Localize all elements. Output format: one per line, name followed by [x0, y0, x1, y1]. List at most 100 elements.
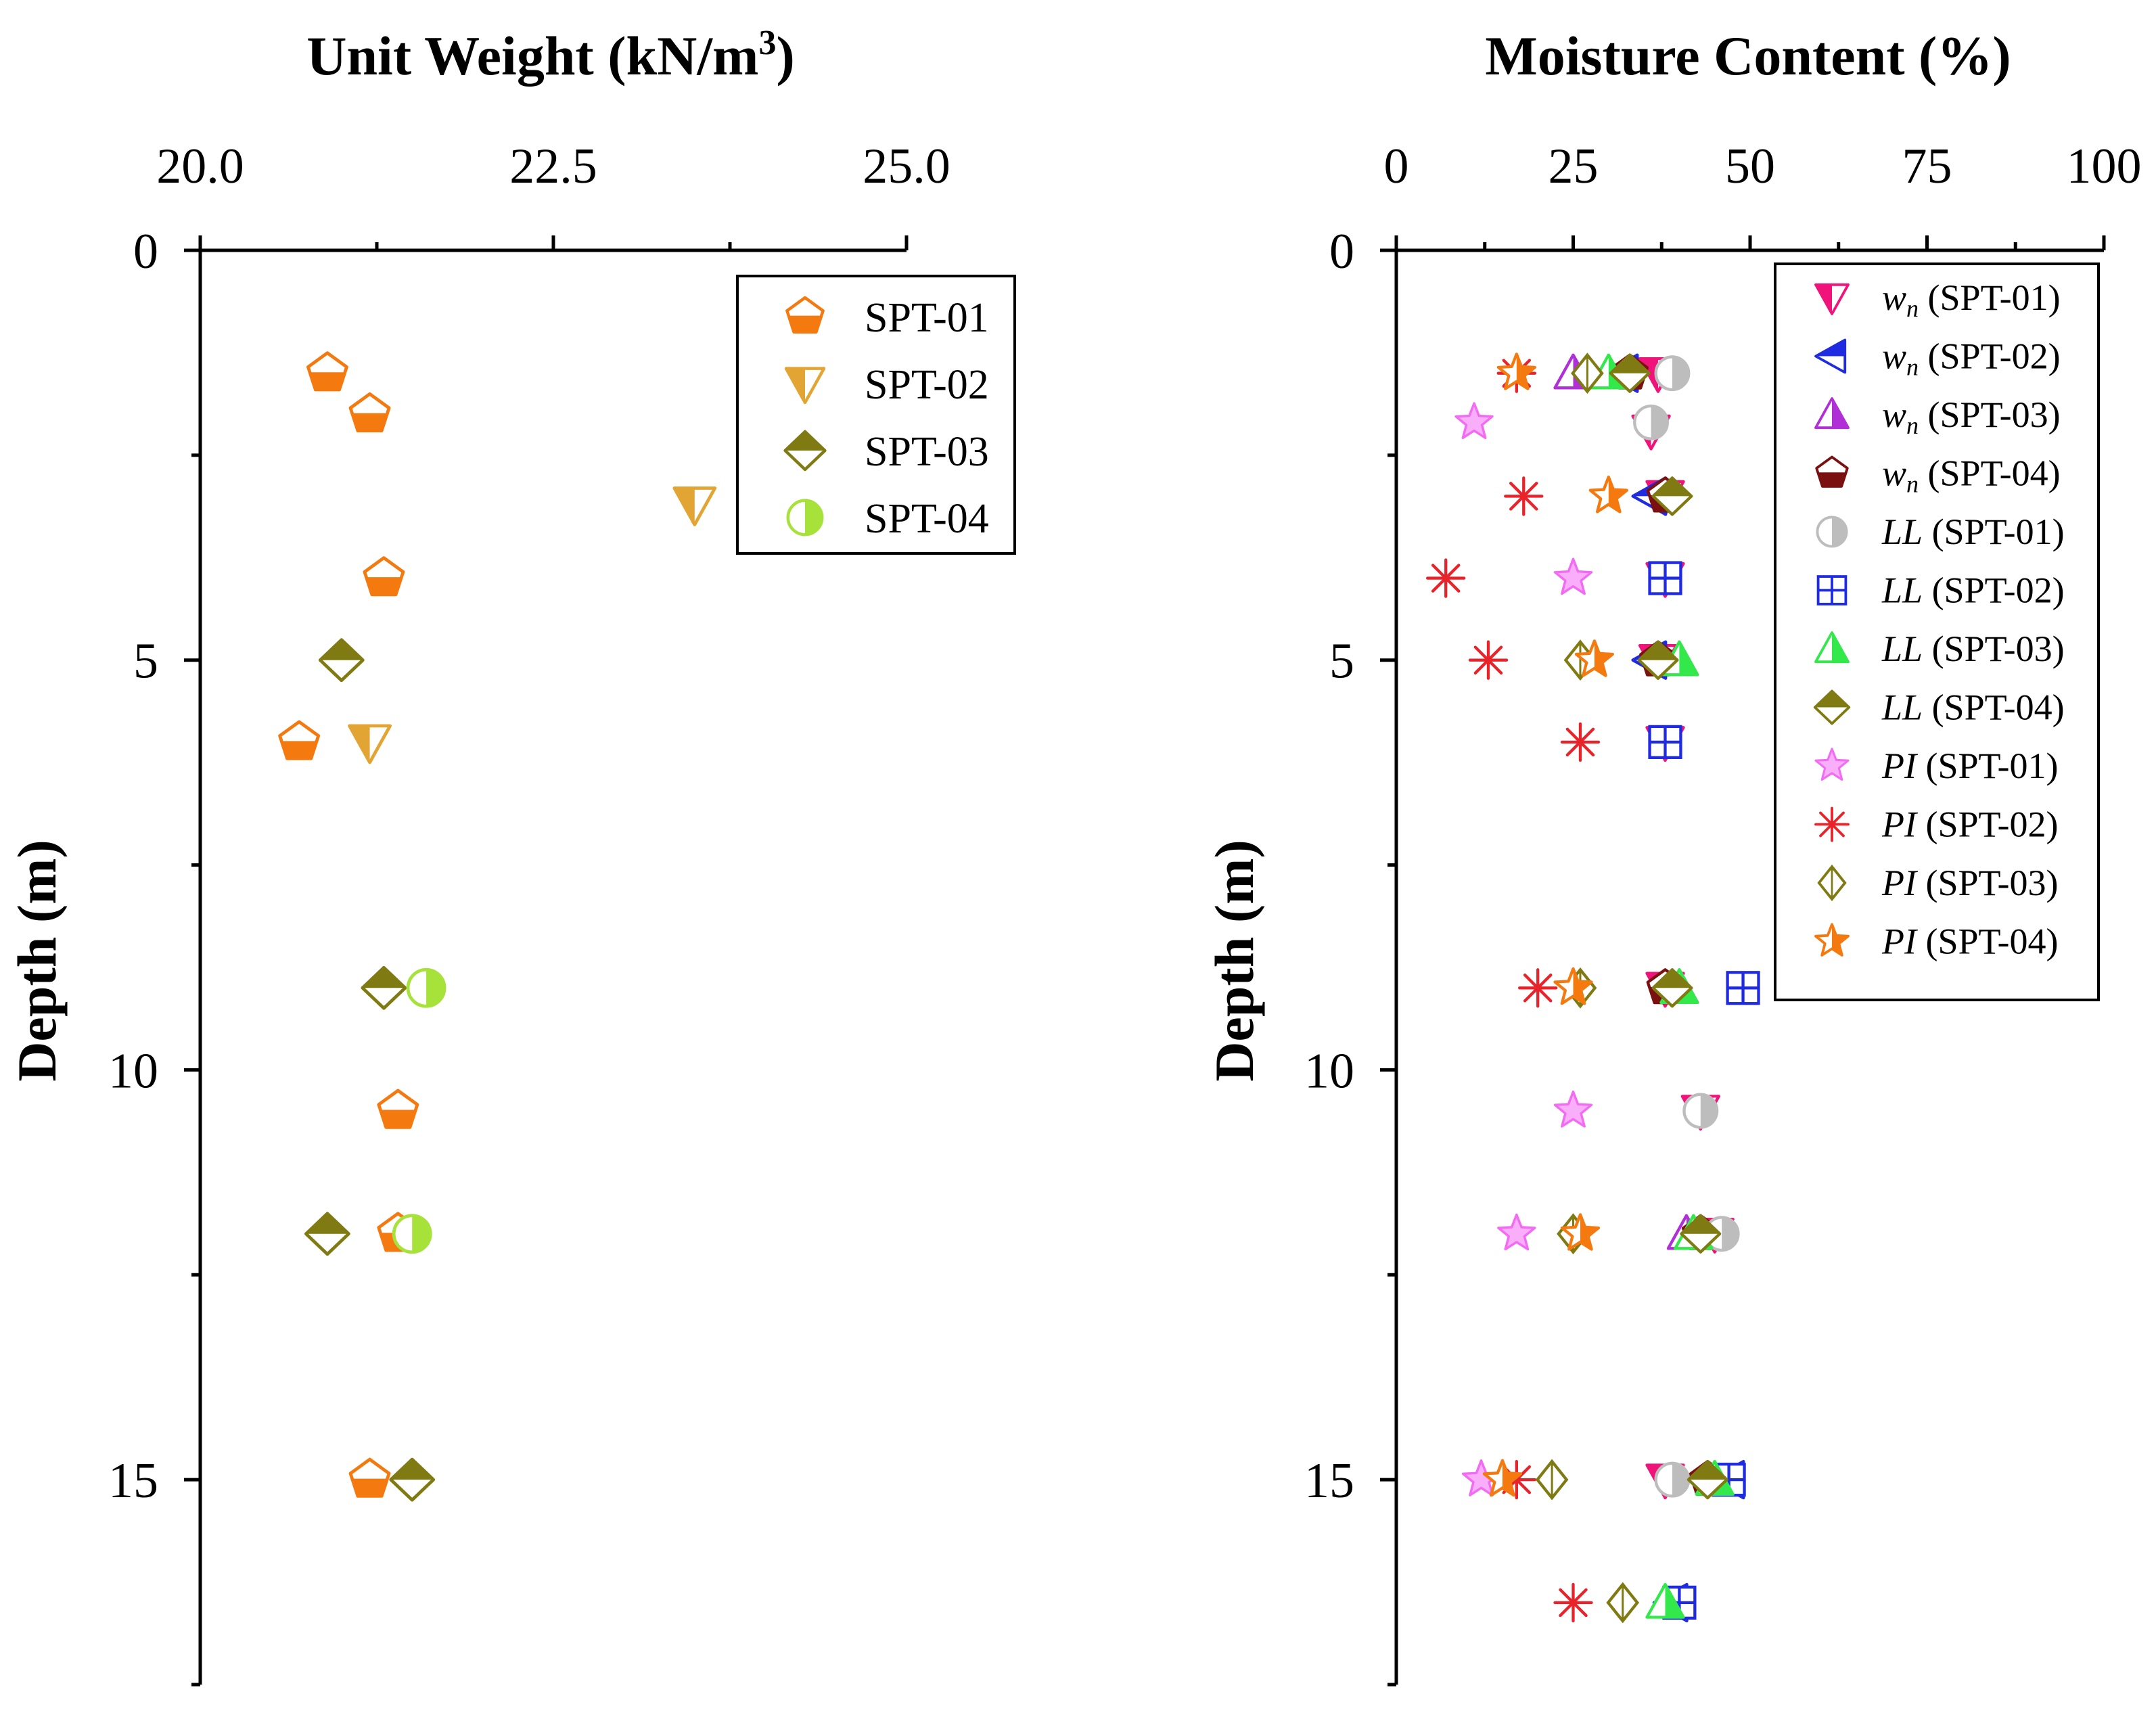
y-tick-label-10: 10 — [1304, 1043, 1354, 1099]
point-ll-spt-04-5 — [1687, 1459, 1728, 1500]
legend-label-ll-spt-01: LL (SPT-01) — [1881, 511, 2065, 552]
point-pi-spt-04-2 — [1574, 639, 1614, 677]
legend-marker-pi-spt-02 — [1814, 806, 1850, 842]
point-ll-spt-01-4 — [1654, 1461, 1691, 1498]
point-pi-spt-03-4 — [1535, 1459, 1569, 1501]
legend-marker-spt-04 — [786, 499, 824, 536]
point-spt-03-3 — [389, 1457, 436, 1502]
point-spt-01-6 — [348, 1457, 391, 1498]
point-pi-spt-04-1 — [1588, 475, 1628, 513]
point-ll-spt-01-0 — [1654, 355, 1691, 392]
legend-label-ll-spt-03: LL (SPT-03) — [1881, 629, 2065, 669]
point-ll-spt-01-2 — [1682, 1093, 1719, 1129]
legend-label-pi-spt-01: PI (SPT-01) — [1881, 746, 2059, 786]
point-pi-spt-04-5 — [1482, 1459, 1523, 1497]
point-spt-01-3 — [278, 720, 321, 760]
legend-label-ll-spt-02: LL (SPT-02) — [1881, 570, 2065, 611]
y-tick-label-0: 0 — [133, 224, 158, 279]
legend-marker-spt-01 — [785, 296, 825, 334]
point-spt-03-2 — [304, 1212, 350, 1256]
unit-weight-panel: Unit Weight (kN/m3) Depth (m) 20.0 22.5 25… — [6, 24, 1016, 1687]
point-pi-spt-03-5 — [1606, 1582, 1640, 1624]
y-tick-label-10: 10 — [108, 1043, 158, 1099]
point-pi-spt-01-2 — [1553, 1090, 1593, 1128]
legend-label-spt-04: SPT-04 — [865, 496, 989, 542]
legend-marker-wn-spt-02 — [1814, 338, 1847, 374]
point-pi-spt-04-0 — [1496, 352, 1536, 390]
legend-label-pi-spt-04: PI (SPT-04) — [1881, 921, 2059, 962]
y-tick-label-0: 0 — [1329, 224, 1354, 279]
point-spt-02-1 — [348, 724, 392, 764]
legend-marker-ll-spt-03 — [1814, 631, 1850, 664]
point-spt-02-0 — [672, 486, 717, 526]
legend-label-wn-spt-02: wn (SPT-02) — [1882, 336, 2061, 381]
point-spt-01-2 — [363, 556, 405, 597]
x-tick-label-25: 25 — [1549, 139, 1599, 194]
point-ll-spt-04-4 — [1680, 1214, 1722, 1254]
legend-label-ll-spt-04: LL (SPT-04) — [1881, 687, 2065, 728]
legend-marker-wn-spt-04 — [1815, 455, 1849, 488]
legend-label-spt-02: SPT-02 — [865, 362, 989, 408]
legend-label-spt-01: SPT-01 — [865, 295, 989, 341]
moisture-title: Moisture Content (%) — [1485, 25, 2011, 87]
point-ll-spt-02-0 — [1648, 561, 1682, 595]
point-pi-spt-04-3 — [1553, 967, 1593, 1005]
x-tick-label-22-5: 22.5 — [509, 139, 597, 194]
legend-marker-wn-spt-03 — [1814, 397, 1850, 430]
x-tick-label-50: 50 — [1725, 139, 1775, 194]
legend-label-wn-spt-04: wn (SPT-04) — [1882, 453, 2061, 498]
point-pi-spt-01-3 — [1497, 1213, 1536, 1251]
point-pi-spt-02-4 — [1560, 722, 1601, 762]
x-tick-label-0: 0 — [1384, 139, 1409, 194]
moisture-ylabel: Depth (m) — [1203, 840, 1265, 1082]
point-pi-spt-02-1 — [1504, 476, 1544, 516]
point-spt-03-1 — [361, 965, 407, 1010]
y-tick-label-15: 15 — [108, 1453, 158, 1509]
y-tick-label-5: 5 — [133, 634, 158, 689]
legend-marker-spt-03 — [783, 430, 827, 472]
point-spt-04-1 — [392, 1214, 432, 1254]
legend-marker-ll-spt-02 — [1816, 575, 1848, 606]
point-ll-spt-04-0 — [1609, 353, 1651, 393]
y-tick-label-15: 15 — [1304, 1453, 1354, 1509]
x-tick-label-25-0: 25.0 — [863, 139, 950, 194]
point-pi-spt-02-2 — [1426, 558, 1466, 598]
point-ll-spt-04-1 — [1651, 476, 1693, 516]
legend-label-wn-spt-01: wn (SPT-01) — [1882, 277, 2061, 322]
point-ll-spt-04-3 — [1651, 968, 1693, 1008]
point-pi-spt-04-4 — [1560, 1213, 1601, 1251]
x-tick-label-75: 75 — [1902, 139, 1952, 194]
legend-marker-ll-spt-01 — [1816, 516, 1848, 548]
point-pi-spt-01-1 — [1553, 557, 1593, 595]
point-pi-spt-03-0 — [1571, 352, 1604, 394]
point-pi-spt-02-3 — [1468, 640, 1509, 680]
point-pi-spt-01-0 — [1454, 402, 1494, 440]
moisture-marks — [1426, 352, 1760, 1624]
moisture-legend: wn (SPT-01) wn (SPT-02) wn (SPT-03) wn (SPT… — [1774, 262, 2100, 1001]
point-ll-spt-01-1 — [1633, 404, 1670, 440]
legend-label-wn-spt-03: wn (SPT-03) — [1882, 394, 2061, 439]
legend-marker-spt-02 — [784, 367, 826, 405]
unit-weight-marks — [278, 351, 717, 1502]
point-ll-spt-04-2 — [1637, 640, 1679, 680]
x-tick-label-100: 100 — [2067, 139, 2142, 194]
point-spt-01-4 — [377, 1089, 419, 1129]
legend-marker-pi-spt-04 — [1814, 923, 1850, 957]
point-pi-spt-02-5 — [1518, 968, 1558, 1008]
point-ll-spt-01-3 — [1703, 1216, 1740, 1252]
point-ll-spt-03-5 — [1645, 1582, 1685, 1619]
moisture-axes: 0 25 50 75 100 0 5 10 15 — [1304, 139, 2142, 1687]
legend-marker-wn-spt-01 — [1814, 283, 1850, 315]
point-ll-spt-02-2 — [1726, 971, 1760, 1005]
x-tick-label-20-0: 20.0 — [156, 139, 244, 194]
point-spt-04-0 — [406, 967, 446, 1008]
legend-label-pi-spt-03: PI (SPT-03) — [1881, 863, 2059, 903]
legend-label-pi-spt-02: PI (SPT-02) — [1881, 804, 2059, 845]
point-spt-03-0 — [318, 638, 365, 683]
unit-weight-ylabel: Depth (m) — [6, 840, 68, 1082]
unit-weight-axes: 20.0 22.5 25.0 0 5 10 15 — [108, 139, 950, 1687]
point-spt-01-0 — [306, 351, 348, 392]
legend-marker-pi-spt-03 — [1817, 864, 1847, 902]
unit-weight-legend: SPT-01 SPT-02 SPT-03 SPT-04 — [736, 275, 1016, 555]
